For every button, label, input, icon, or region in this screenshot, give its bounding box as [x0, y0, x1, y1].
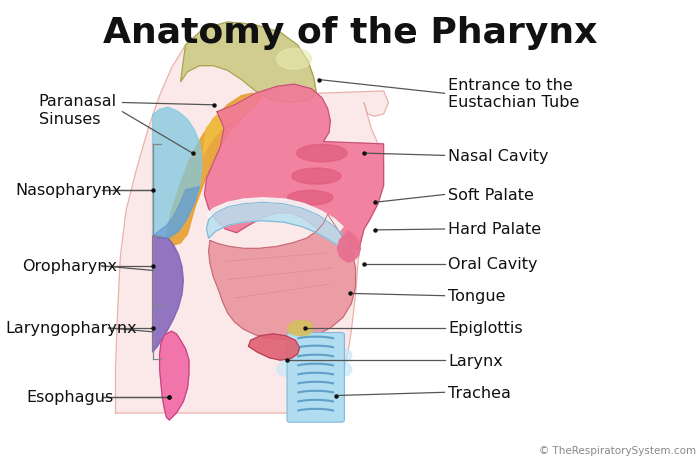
Polygon shape — [153, 236, 183, 353]
Polygon shape — [160, 331, 189, 420]
Text: Oropharynx: Oropharynx — [22, 259, 118, 274]
Ellipse shape — [276, 363, 294, 376]
Polygon shape — [203, 96, 259, 156]
Polygon shape — [206, 198, 343, 232]
Text: Tongue: Tongue — [448, 289, 505, 303]
Text: Nasal Cavity: Nasal Cavity — [448, 149, 549, 163]
Ellipse shape — [292, 168, 341, 185]
Text: Oral Cavity: Oral Cavity — [448, 257, 538, 271]
Text: Nasopharynx: Nasopharynx — [15, 183, 122, 198]
Polygon shape — [248, 334, 300, 360]
Ellipse shape — [335, 363, 351, 376]
Text: Trachea: Trachea — [448, 385, 511, 400]
Text: © TheRespiratorySystem.com: © TheRespiratorySystem.com — [540, 445, 696, 455]
FancyBboxPatch shape — [287, 333, 344, 422]
Ellipse shape — [276, 349, 294, 363]
Text: Larynx: Larynx — [448, 353, 503, 368]
Text: Laryngopharynx: Laryngopharynx — [6, 321, 137, 336]
Text: Esophagus: Esophagus — [27, 390, 114, 404]
Polygon shape — [204, 85, 384, 250]
Polygon shape — [153, 187, 199, 239]
Ellipse shape — [335, 349, 351, 363]
Text: Epiglottis: Epiglottis — [448, 321, 523, 336]
Polygon shape — [287, 320, 314, 336]
Text: Paranasal
Sinuses: Paranasal Sinuses — [38, 94, 117, 126]
Polygon shape — [206, 203, 346, 248]
Polygon shape — [116, 23, 388, 413]
Text: Soft Palate: Soft Palate — [448, 188, 534, 202]
Polygon shape — [153, 108, 202, 239]
Text: Anatomy of the Pharynx: Anatomy of the Pharynx — [103, 16, 597, 50]
Polygon shape — [181, 23, 316, 103]
Text: Hard Palate: Hard Palate — [448, 222, 541, 237]
Ellipse shape — [288, 191, 333, 206]
Polygon shape — [337, 232, 360, 263]
Text: Entrance to the
Eustachian Tube: Entrance to the Eustachian Tube — [448, 78, 580, 110]
Polygon shape — [167, 94, 262, 246]
Polygon shape — [209, 215, 356, 340]
Ellipse shape — [276, 49, 312, 70]
Ellipse shape — [297, 145, 347, 162]
